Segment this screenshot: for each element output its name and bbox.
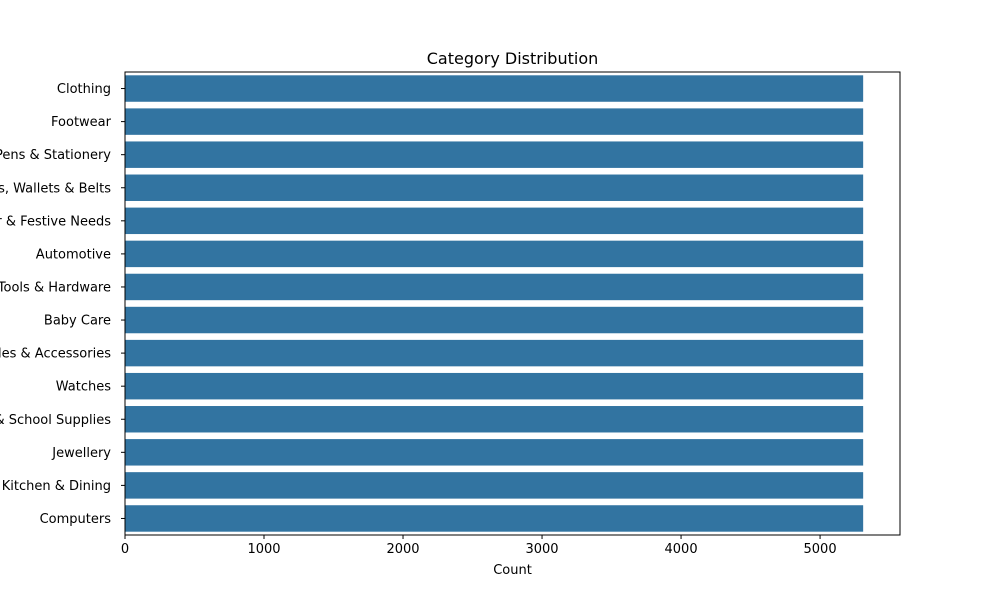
- y-tick-label: Baby Care: [44, 314, 111, 329]
- x-tick-label: 5000: [804, 542, 837, 557]
- chart-title: Category Distribution: [427, 49, 599, 68]
- bar: [125, 306, 864, 334]
- x-tick-label: 3000: [525, 542, 558, 557]
- x-tick-label: 1000: [247, 542, 280, 557]
- bars-group: [125, 75, 864, 532]
- bar: [125, 339, 864, 367]
- y-tick-label: Jewellery: [51, 446, 111, 461]
- bar: [125, 207, 864, 235]
- y-tick-label: Mobiles & Accessories: [0, 347, 111, 362]
- x-tick-label: 0: [121, 542, 129, 557]
- y-tick-label: Kitchen & Dining: [2, 479, 111, 494]
- y-tick-label: Toys & School Supplies: [0, 413, 111, 428]
- y-tick-label: Tools & Hardware: [0, 280, 111, 295]
- bar: [125, 273, 864, 301]
- bar: [125, 75, 864, 102]
- x-axis: 0 1000 2000 3000 4000 5000: [121, 535, 837, 557]
- plot-frame: [124, 71, 901, 536]
- y-tick-label: Home Decor & Festive Needs: [0, 214, 111, 229]
- x-tick-label: 4000: [665, 542, 698, 557]
- y-tick-label: Pens & Stationery: [0, 148, 111, 163]
- bar: [125, 505, 864, 532]
- y-tick-label: Clothing: [57, 82, 111, 97]
- bar: [125, 439, 864, 466]
- bar: [125, 406, 864, 433]
- bar: [125, 174, 864, 201]
- bar: [125, 240, 864, 268]
- bar: [125, 372, 864, 400]
- y-tick-label: Automotive: [36, 247, 111, 262]
- y-tick-label: Bags, Wallets & Belts: [0, 181, 111, 196]
- bar: [125, 141, 864, 168]
- x-tick-label: 2000: [386, 542, 419, 557]
- y-axis: Clothing Footwear Pens & Stationery Bags, W…: [0, 82, 125, 527]
- bar: [125, 108, 864, 135]
- y-tick-label: Computers: [40, 512, 112, 527]
- y-tick-label: Watches: [56, 380, 111, 395]
- bar: [125, 472, 864, 499]
- y-tick-label: Footwear: [51, 115, 112, 130]
- x-axis-label: Count: [493, 563, 532, 578]
